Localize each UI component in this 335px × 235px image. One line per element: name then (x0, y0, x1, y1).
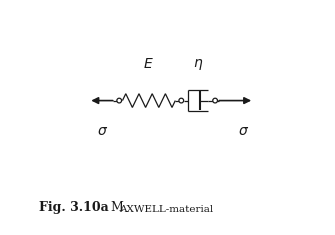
Text: $\eta$: $\eta$ (193, 57, 204, 72)
Text: $\sigma$: $\sigma$ (97, 124, 109, 138)
Text: M: M (111, 201, 123, 214)
Text: AXWELL-material: AXWELL-material (119, 205, 213, 214)
Circle shape (179, 98, 184, 103)
Circle shape (117, 98, 122, 103)
Circle shape (213, 98, 217, 103)
Text: Fig. 3.10a: Fig. 3.10a (39, 201, 113, 214)
Text: $E$: $E$ (143, 57, 153, 71)
Text: $\sigma$: $\sigma$ (238, 124, 249, 138)
